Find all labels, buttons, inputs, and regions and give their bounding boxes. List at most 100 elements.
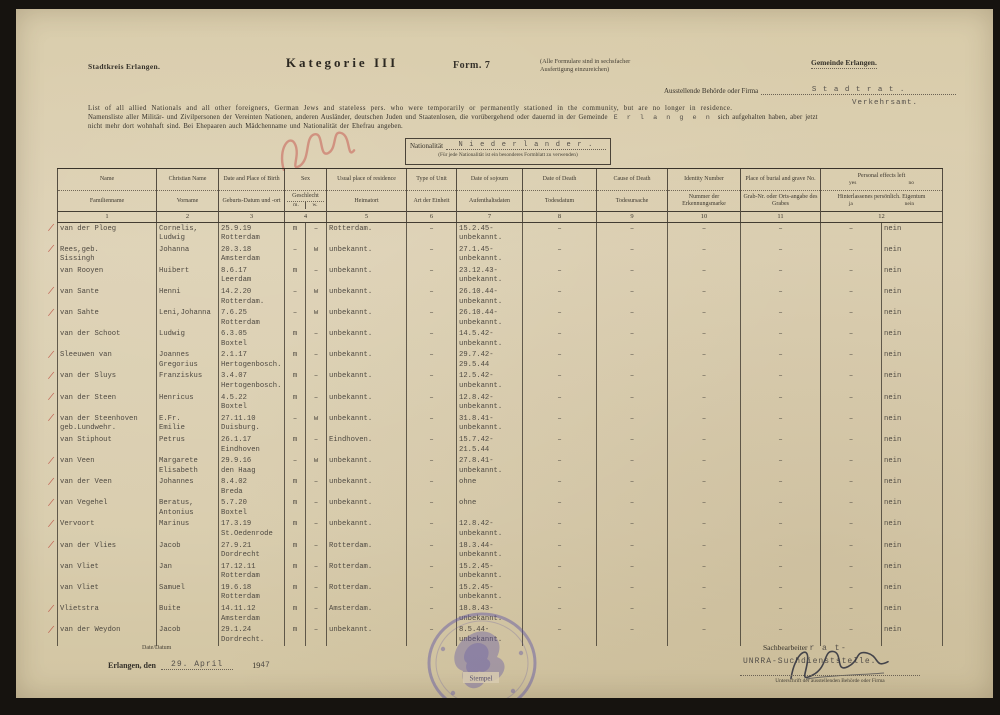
cell-w: –: [306, 582, 327, 604]
column-number: 3: [249, 213, 254, 220]
cell-ja: –: [821, 392, 882, 414]
cell-ja: –: [821, 497, 882, 519]
cell-nein: nein: [882, 349, 943, 371]
column-header-heimatort: Usual place of residence Heimatort 5: [327, 169, 407, 222]
column-header-english: Christian Name: [157, 169, 218, 191]
column-header-english: Personal effects left yes no: [821, 169, 942, 191]
column-number: 7: [487, 213, 492, 220]
cell-vorname: Ludwig: [157, 328, 219, 350]
copies-note-line1: (Alle Formulare sind in sechsfacher: [540, 58, 631, 65]
table-row: Vervoort ⁄ Marinus 17.3.19 St.Oedenrode m – un…: [49, 518, 943, 541]
clerk-printed-label: Sachbearbeiter: [763, 643, 808, 652]
nein-label: nein: [904, 201, 915, 208]
cell-vorname: Henni: [157, 286, 219, 308]
cell-death_date: –: [523, 328, 597, 350]
cell-death_cause: –: [597, 561, 668, 583]
red-check-mark: ⁄: [49, 624, 53, 636]
cell-ja: –: [821, 244, 882, 266]
cell-w: –: [306, 540, 327, 562]
table-row: van Sante ⁄ Henni 14.2.20 Rotterdam. – w unbek…: [49, 286, 943, 308]
column-header-english: Date and Place of Birth: [219, 169, 284, 191]
cell-sojourn: 27.8.41- unbekannt.: [457, 455, 523, 477]
cell-heimatort: Amsterdam.: [327, 603, 407, 625]
cell-unit: –: [407, 540, 457, 562]
cell-nein: nein: [882, 370, 943, 393]
cell-ja: –: [821, 476, 882, 498]
column-header-english: Date of Death: [523, 169, 596, 191]
ja-label: ja: [848, 201, 853, 208]
cell-name: van Vliet: [57, 582, 157, 604]
cell-nein: nein: [882, 244, 943, 266]
table-row: van Rooyen Huibert 8.6.17 Leerdam m – unbekan…: [57, 265, 943, 287]
cell-w: –: [306, 265, 327, 287]
cell-name: van der Schoot: [57, 328, 157, 350]
cell-grave: –: [741, 434, 821, 456]
cell-name: van Sahte ⁄: [49, 308, 157, 329]
red-check-mark: ⁄: [49, 286, 53, 298]
red-check-mark: ⁄: [49, 222, 53, 235]
cell-sojourn: 31.8.41- unbekannt.: [457, 413, 523, 435]
cell-m: m: [285, 561, 306, 583]
cell-w: –: [306, 392, 327, 414]
column-number: 11: [777, 213, 784, 220]
cell-birth: 17.12.11 Rotterdam: [219, 561, 285, 583]
cell-vorname: Beratus, Antonius: [157, 497, 219, 519]
cell-birth: 6.3.05 Boxtel: [219, 328, 285, 350]
cell-vorname: Johanna: [157, 244, 219, 266]
cell-grave: –: [741, 286, 821, 308]
cell-heimatort: unbekannt.: [327, 518, 407, 541]
cell-identity: –: [668, 603, 741, 625]
cell-name: Rees,geb. Sissingh ⁄: [49, 244, 157, 266]
cell-birth: 14.2.20 Rotterdam.: [219, 286, 285, 308]
cell-heimatort: unbekannt.: [327, 265, 407, 287]
cell-identity: –: [668, 434, 741, 456]
cell-birth: 25.9.19 Rotterdam: [219, 223, 285, 245]
cell-identity: –: [668, 476, 741, 498]
cell-unit: –: [407, 518, 457, 541]
cell-death_date: –: [523, 497, 597, 519]
cell-nein: nein: [882, 518, 943, 541]
cell-unit: –: [407, 392, 457, 414]
cell-unit: –: [407, 413, 457, 435]
nationality-label: Nationalität: [410, 142, 444, 150]
cell-m: m: [285, 497, 306, 519]
cell-ja: –: [821, 265, 882, 287]
nationality-value: N i e d e r l a n d e r .: [446, 141, 606, 150]
cell-birth: 3.4.07 Hertogenbosch.: [219, 370, 285, 393]
cell-m: m: [285, 476, 306, 498]
issuing-authority-value2: Verkehrsamt.: [852, 99, 919, 107]
column-header-death_cause: Cause of Death Todesursache 9: [597, 169, 668, 222]
municipality-label: Gemeinde Erlangen.: [811, 58, 877, 69]
column-header-german: Vorname: [157, 191, 218, 212]
cell-heimatort: Rotterdam.: [327, 561, 407, 583]
year-printed: 19: [252, 661, 261, 670]
cell-unit: –: [407, 582, 457, 604]
cell-death_cause: –: [597, 244, 668, 266]
cell-vorname: Petrus: [157, 434, 219, 456]
red-check-mark: ⁄: [49, 307, 53, 319]
cell-sojourn: ohne: [457, 476, 523, 498]
effects-de-label: Hinterlassenes persönlich. Eigentum: [837, 194, 926, 201]
cell-heimatort: unbekannt.: [327, 413, 407, 435]
cell-death_date: –: [523, 518, 597, 541]
cell-death_cause: –: [597, 413, 668, 435]
column-number: 12: [878, 213, 885, 220]
cell-death_cause: –: [597, 265, 668, 287]
cell-unit: –: [407, 476, 457, 498]
clerk-line: Sachbearbeiter r a t-: [763, 643, 847, 653]
cell-grave: –: [741, 518, 821, 541]
year-typed: 47: [260, 661, 270, 670]
cell-identity: –: [668, 244, 741, 266]
column-number: 5: [364, 213, 369, 220]
cell-w: w: [306, 244, 327, 266]
cell-death_date: –: [523, 624, 597, 646]
cell-death_cause: –: [597, 518, 668, 541]
cell-w: –: [306, 434, 327, 456]
cell-identity: –: [668, 497, 741, 519]
table-row: Vlietstra ⁄ Buite 14.11.12 Amsterdam m – Amste…: [49, 603, 943, 625]
german-description: Namensliste aller Militär- und Zivilpers…: [88, 114, 818, 131]
cell-nein: nein: [882, 328, 943, 350]
cell-vorname: E.Fr. Emilie: [157, 413, 219, 435]
cell-w: –: [306, 561, 327, 583]
cell-grave: –: [741, 497, 821, 519]
